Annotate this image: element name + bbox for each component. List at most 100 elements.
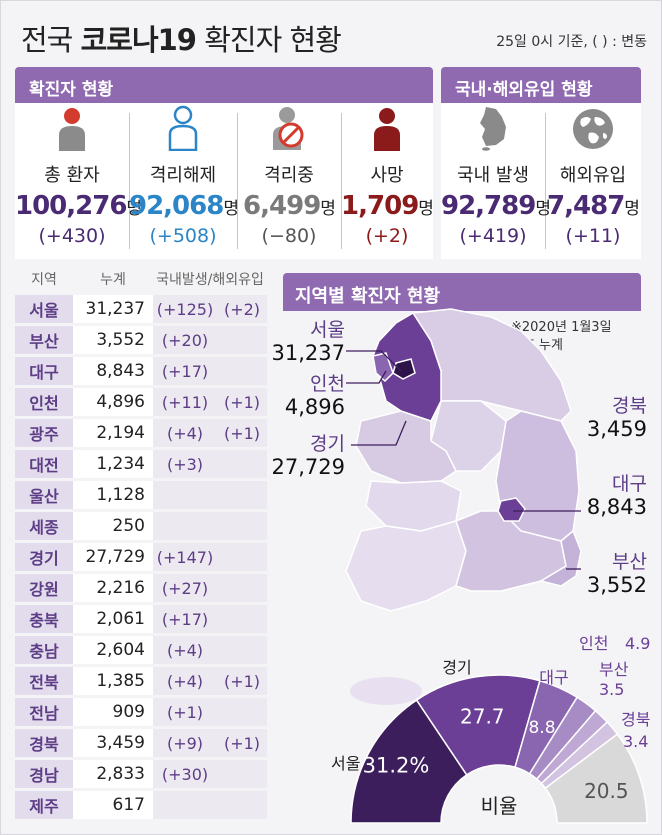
unit-text: 명 xyxy=(418,199,434,219)
cell-total: 1,128 xyxy=(73,481,153,509)
page-title: 전국 코로나19 확진자 현황 xyxy=(21,17,342,59)
slice-external-value: 3.5 xyxy=(599,680,624,699)
cell-region: 충남 xyxy=(15,636,73,664)
stat-value: 1,709명 xyxy=(341,191,434,221)
cell-region: 강원 xyxy=(15,574,73,602)
cell-domestic: (+30) xyxy=(153,760,217,788)
cell-region: 경기 xyxy=(15,543,73,571)
table-row: 강원 2,216 (+27) xyxy=(15,574,267,602)
note-line1: ※2020년 1월3일 xyxy=(511,320,612,335)
table-row: 광주 2,194 (+4) (+1) xyxy=(15,419,267,447)
map-label-name: 경북 xyxy=(612,395,647,417)
table-row: 세종 250 xyxy=(15,512,267,540)
stat-total: 총 환자 100,276명 (+430) xyxy=(15,105,142,247)
value-text: 6,499 xyxy=(243,191,321,221)
map-heading: 지역별 확진자 현황 xyxy=(283,273,641,311)
origin-heading: 국내·해외유입 현황 xyxy=(441,67,641,103)
map-label-gyeongbuk: 경북 3,459 xyxy=(575,395,647,441)
divider xyxy=(129,113,130,249)
stat-value: 100,276명 xyxy=(15,191,142,221)
stat-domestic: 국내 발생 92,789명 (+419) xyxy=(441,105,551,247)
cell-imported xyxy=(217,698,267,726)
summary-panel xyxy=(15,103,433,259)
table-row: 충남 2,604 (+4) xyxy=(15,636,267,664)
map-label-value: 4,896 xyxy=(284,395,345,419)
title-suffix: 확진자 현황 xyxy=(204,23,342,57)
map-label-value: 8,843 xyxy=(586,495,647,519)
cell-total: 4,896 xyxy=(73,388,153,416)
map-label-incheon: 인천 4,896 xyxy=(269,373,345,419)
map-label-busan: 부산 3,552 xyxy=(575,551,647,597)
cell-total: 617 xyxy=(73,791,153,819)
leader-line-incheon xyxy=(346,370,387,384)
cell-imported: (+1) xyxy=(217,729,267,757)
region-table: 지역 누계 국내발생/해외유입 서울 31,237 (+125) (+2) 부산 3,55… xyxy=(15,263,267,822)
stat-change: (−80) xyxy=(261,225,317,247)
person-blocked-icon xyxy=(237,105,341,151)
value-text: 92,789 xyxy=(441,191,536,221)
map-label-name: 부산 xyxy=(612,551,647,573)
cell-domestic: (+4) xyxy=(153,419,217,447)
unit-text: 명 xyxy=(535,199,551,219)
cell-imported: (+1) xyxy=(217,388,267,416)
cell-domestic xyxy=(153,481,217,509)
divider xyxy=(545,113,546,249)
cell-domestic: (+147) xyxy=(153,543,217,571)
basis-note: 25일 0시 기준, ( ) : 변동 xyxy=(496,34,647,50)
map-island-jeju xyxy=(350,677,422,705)
title-prefix: 전국 xyxy=(21,23,73,57)
cell-region: 울산 xyxy=(15,481,73,509)
cell-region: 대구 xyxy=(15,357,73,385)
slice-value-label: 20.5 xyxy=(584,779,629,803)
cell-total: 3,459 xyxy=(73,729,153,757)
cell-total: 2,194 xyxy=(73,419,153,447)
cell-total: 8,843 xyxy=(73,357,153,385)
value-text: 100,276 xyxy=(15,191,127,221)
leader-line-gyeonggi xyxy=(351,420,407,446)
map-label-name: 대구 xyxy=(612,473,647,495)
map-label-value: 3,459 xyxy=(586,417,647,441)
value-text: 92,068 xyxy=(129,191,224,221)
cell-domestic: (+1) xyxy=(153,698,217,726)
stat-change: (+508) xyxy=(149,225,217,247)
cell-total: 3,552 xyxy=(73,326,153,354)
cell-imported xyxy=(217,481,267,509)
cell-imported xyxy=(217,791,267,819)
map-label-value: 3,552 xyxy=(586,573,647,597)
slice-category-label: 경북 xyxy=(621,710,650,729)
map-region-seoul xyxy=(392,358,416,380)
slice-category-label: 서울 xyxy=(331,754,360,773)
cell-region: 전북 xyxy=(15,667,73,695)
table-row: 인천 4,896 (+11) (+1) xyxy=(15,388,267,416)
table-row: 울산 1,128 xyxy=(15,481,267,509)
cell-imported xyxy=(217,450,267,478)
stat-value: 92,068명 xyxy=(129,191,239,221)
header-total: 누계 xyxy=(100,272,126,288)
leader-line-seoul xyxy=(346,350,402,372)
cell-region: 경북 xyxy=(15,729,73,757)
unit-text: 명 xyxy=(320,199,336,219)
cell-domestic: (+125) xyxy=(153,295,217,323)
map-label-value: 27,729 xyxy=(271,455,345,479)
cell-domestic xyxy=(153,512,217,540)
cell-domestic xyxy=(153,791,217,819)
slice-2 xyxy=(415,674,541,776)
cell-domestic: (+4) xyxy=(153,636,217,664)
stat-change: (+11) xyxy=(565,225,621,247)
table-row: 충북 2,061 (+17) xyxy=(15,605,267,633)
cell-region: 인천 xyxy=(15,388,73,416)
cell-imported xyxy=(217,543,267,571)
header-region: 지역 xyxy=(31,272,57,288)
cell-total: 1,234 xyxy=(73,450,153,478)
table-header-row: 지역 누계 국내발생/해외유입 xyxy=(15,266,267,292)
table-row: 서울 31,237 (+125) (+2) xyxy=(15,295,267,323)
stat-label: 사망 xyxy=(370,165,404,186)
cell-region: 제주 xyxy=(15,791,73,819)
cell-total: 1,385 xyxy=(73,667,153,695)
summary-heading: 확진자 현황 xyxy=(15,67,433,103)
table-row: 경기 27,729 (+147) xyxy=(15,543,267,571)
slice-external-value: 3.4 xyxy=(623,732,648,751)
cell-imported xyxy=(217,636,267,664)
slice-value-label: 27.7 xyxy=(460,704,505,728)
